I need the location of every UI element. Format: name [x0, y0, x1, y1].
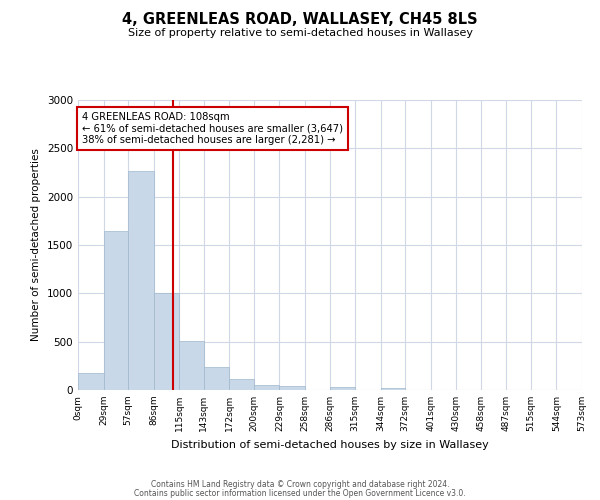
Text: Size of property relative to semi-detached houses in Wallasey: Size of property relative to semi-detach… — [128, 28, 473, 38]
Bar — [154, 293, 179, 390]
Bar — [128, 170, 154, 390]
Bar — [179, 340, 204, 390]
Text: Contains public sector information licensed under the Open Government Licence v3: Contains public sector information licen… — [134, 488, 466, 498]
Bar — [78, 373, 104, 390]
Text: 4 GREENLEAS ROAD: 108sqm
← 61% of semi-detached houses are smaller (3,647)
38% o: 4 GREENLEAS ROAD: 108sqm ← 61% of semi-d… — [82, 112, 343, 145]
Bar — [280, 386, 305, 390]
Bar — [329, 387, 355, 390]
Bar — [229, 380, 254, 390]
Text: 4, GREENLEAS ROAD, WALLASEY, CH45 8LS: 4, GREENLEAS ROAD, WALLASEY, CH45 8LS — [122, 12, 478, 28]
Bar — [254, 384, 280, 390]
Bar — [380, 388, 405, 390]
X-axis label: Distribution of semi-detached houses by size in Wallasey: Distribution of semi-detached houses by … — [171, 440, 489, 450]
Bar — [204, 367, 229, 390]
Y-axis label: Number of semi-detached properties: Number of semi-detached properties — [31, 148, 41, 342]
Text: Contains HM Land Registry data © Crown copyright and database right 2024.: Contains HM Land Registry data © Crown c… — [151, 480, 449, 489]
Bar — [104, 232, 128, 390]
